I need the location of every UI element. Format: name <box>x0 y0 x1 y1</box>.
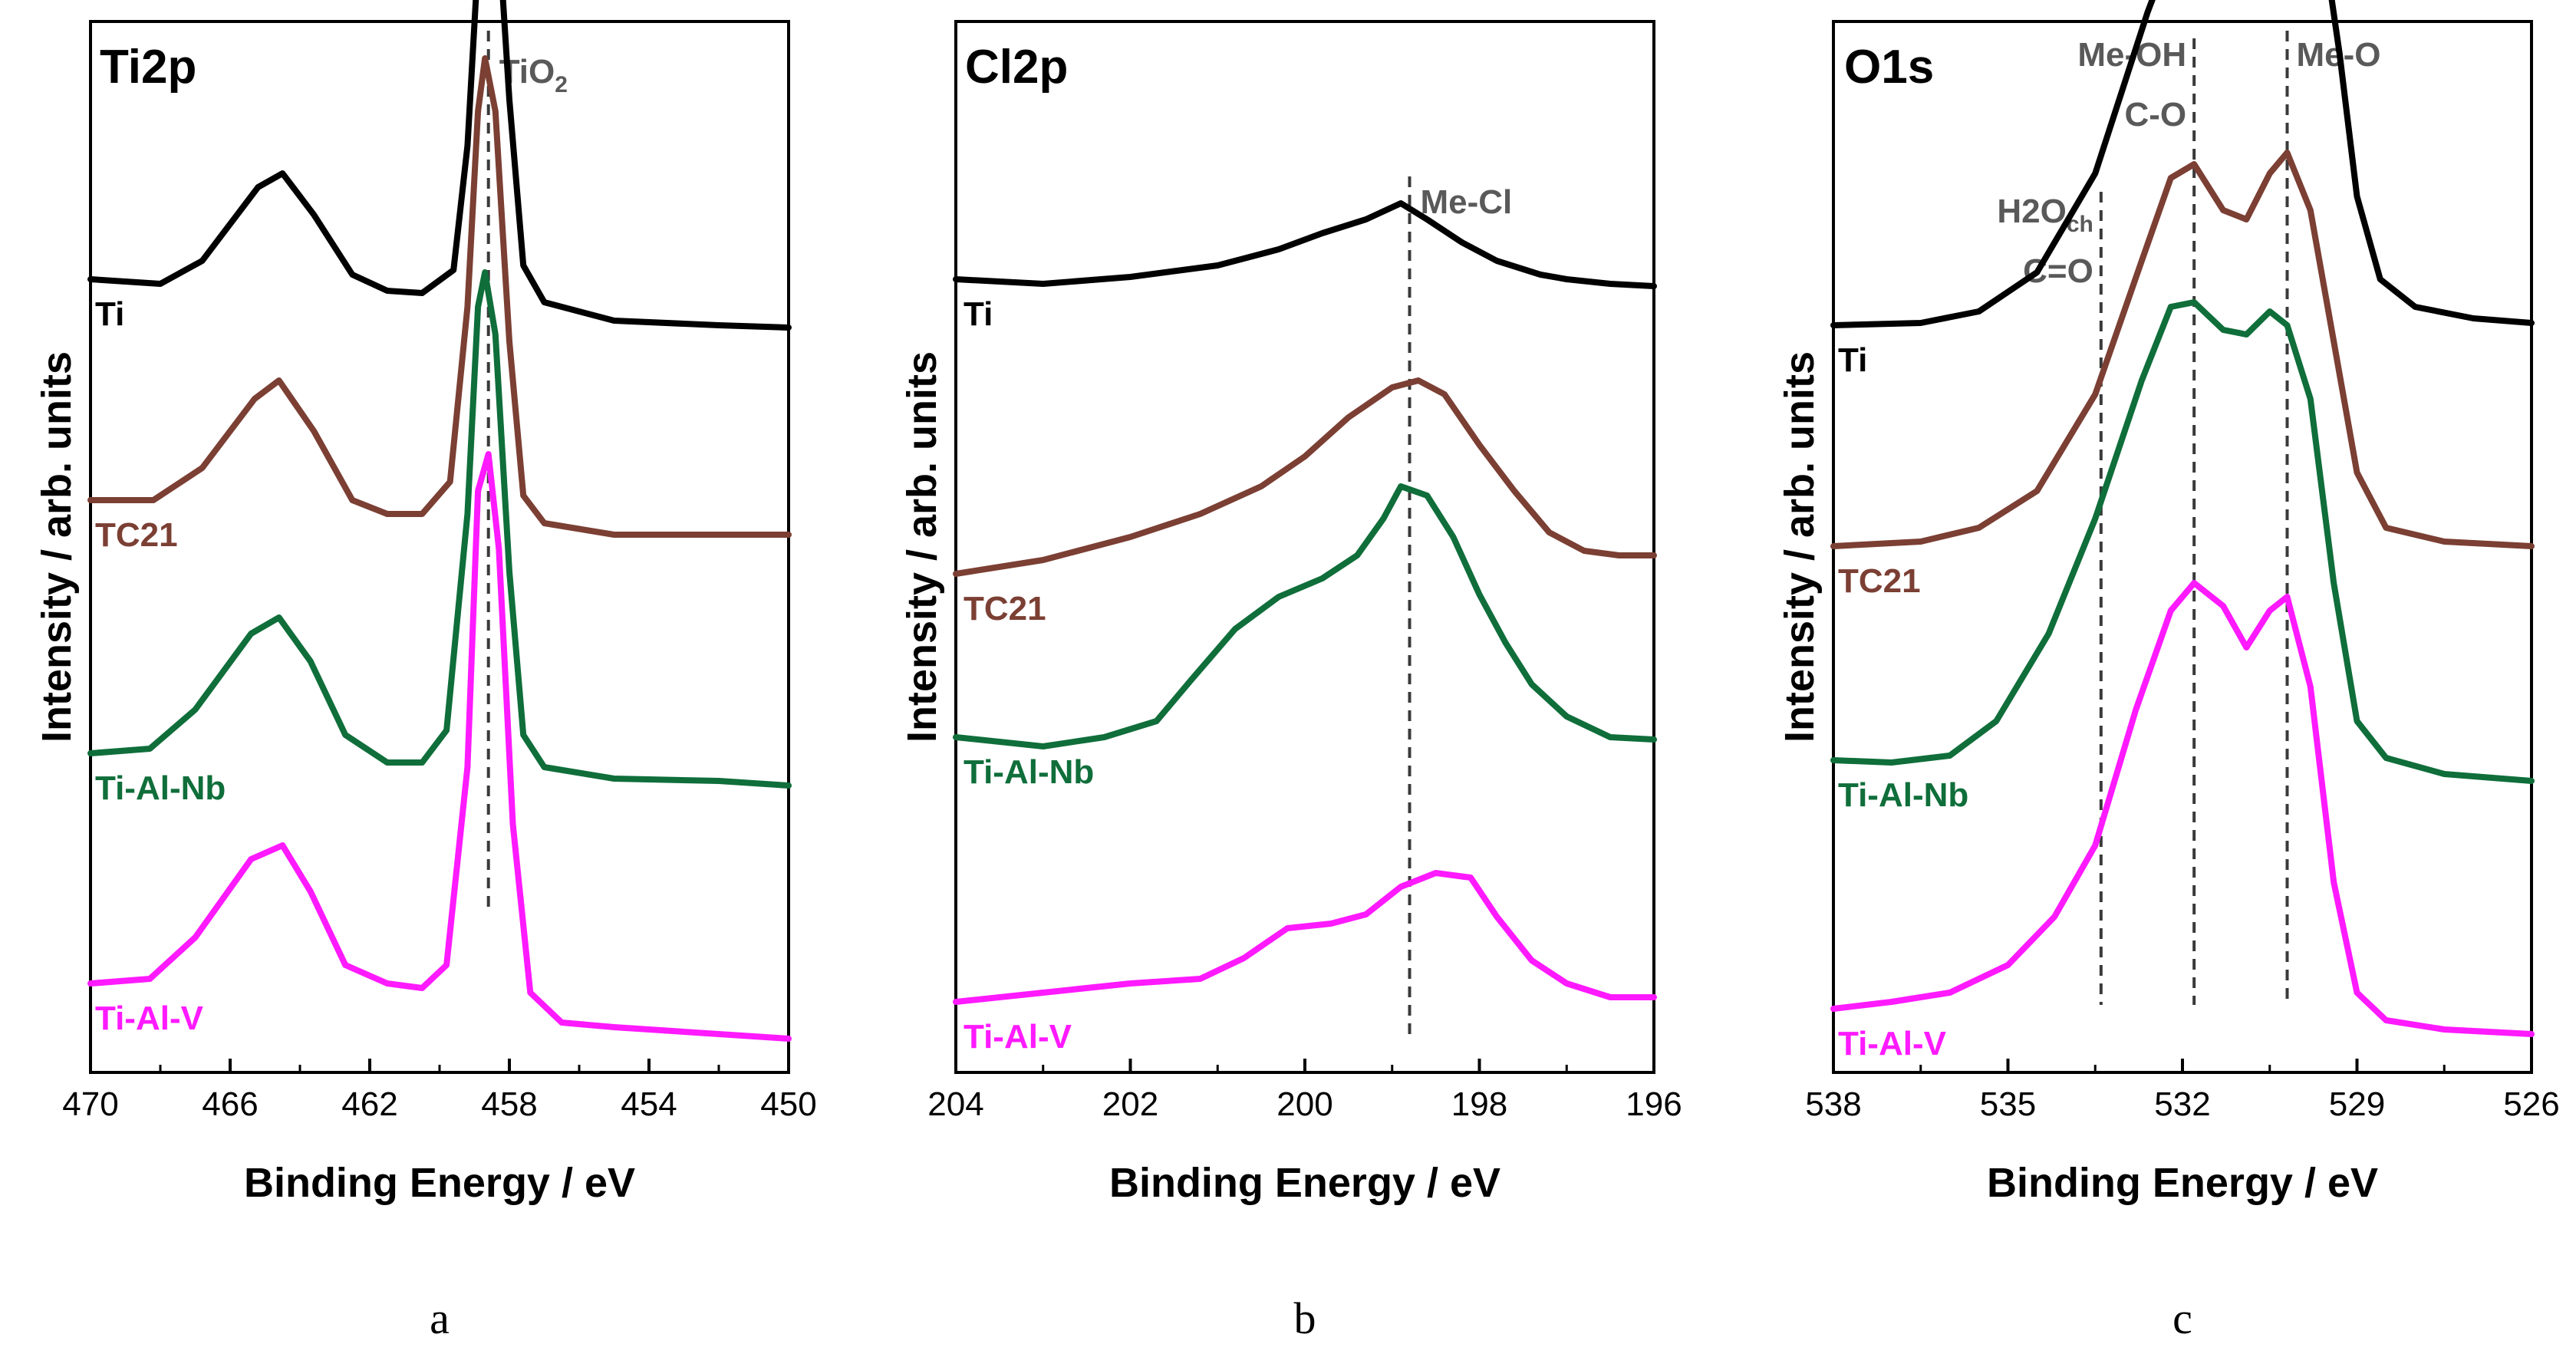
plot-frame <box>89 20 790 1074</box>
series-labels: Ti TC21 Ti-Al-Nb Ti-Al-V <box>95 295 226 1037</box>
spectrum-ti-al-nb <box>87 269 792 789</box>
panel-title: Ti2p <box>100 41 196 94</box>
x-tick-label: 535 <box>1980 1085 2036 1123</box>
series-label-tc21: TC21 <box>1838 562 1921 600</box>
plot-frame <box>1832 20 2533 1074</box>
x-tick-label: 204 <box>927 1085 983 1123</box>
x-tick-label: 529 <box>2329 1085 2385 1123</box>
series-label-ti-al-v: Ti-Al-V <box>964 1018 1072 1056</box>
spectra <box>87 0 792 1042</box>
spectrum-ti-al-nb <box>953 483 1657 749</box>
panel-ti2p: 470 466 462 458 454 450 TiO2 TiTC21Ti-Al-NbTi… <box>34 0 817 1343</box>
spectrum-ti <box>87 0 792 331</box>
spectrum-ti-al-v <box>87 451 792 1042</box>
series-label-ti-al-nb: Ti-Al-Nb <box>1838 776 1968 814</box>
x-tick-label: 198 <box>1451 1085 1507 1123</box>
reference-lines: Me-Cl <box>1408 176 1513 1039</box>
spectrum-tc21 <box>87 55 792 538</box>
y-axis-title: Intensity / arb. units <box>899 351 945 743</box>
series-label-ti: Ti <box>95 295 124 333</box>
series-label-ti: Ti <box>964 295 993 333</box>
x-tick-label: 196 <box>1626 1085 1682 1123</box>
spectrum-ti <box>953 200 1657 289</box>
reference-label: C-O <box>2125 96 2187 133</box>
x-tick-label: 538 <box>1805 1085 1861 1123</box>
x-tick-label: 458 <box>481 1085 537 1123</box>
y-axis-title: Intensity / arb. units <box>34 351 80 743</box>
series-labels: Ti TC21 Ti-Al-Nb Ti-Al-V <box>964 295 1094 1056</box>
series-label-ti-al-nb: Ti-Al-Nb <box>964 753 1094 791</box>
spectra <box>953 200 1657 1005</box>
series-label-ti-al-nb: Ti-Al-Nb <box>95 769 226 807</box>
spectrum-tc21 <box>953 377 1657 577</box>
x-axis-title: Binding Energy / eV <box>1987 1160 2378 1206</box>
spectrum-ti-al-nb <box>1830 299 2535 784</box>
x-ticks: 204 202 200 198 196 <box>927 1059 1682 1123</box>
x-axis-title: Binding Energy / eV <box>244 1160 635 1206</box>
x-tick-label: 450 <box>760 1085 816 1123</box>
panel-title: Cl2p <box>965 41 1068 94</box>
series-label-tc21: TC21 <box>95 516 178 554</box>
series-label-ti-al-v: Ti-Al-V <box>1838 1025 1947 1062</box>
x-tick-label: 466 <box>202 1085 258 1123</box>
reference-label: H2Och <box>1997 193 2093 237</box>
x-tick-label: 526 <box>2503 1085 2559 1123</box>
x-axis-title: Binding Energy / eV <box>1109 1160 1500 1206</box>
x-tick-label: 462 <box>341 1085 397 1123</box>
series-labels: Ti TC21 Ti-Al-Nb Ti-Al-V <box>1838 341 1968 1062</box>
spectra <box>1830 0 2535 1037</box>
x-tick-label: 470 <box>62 1085 118 1123</box>
plot-frame <box>954 20 1655 1074</box>
panel-cl2p: 204 202 200 198 196 Me-Cl Ti TC21 Ti-Al-Nb Ti-A… <box>899 20 1682 1343</box>
spectrum-tc21 <box>1830 150 2535 549</box>
x-tick-label: 200 <box>1276 1085 1332 1123</box>
panel-caption: b <box>1294 1293 1316 1343</box>
panel-caption: c <box>2172 1293 2192 1343</box>
x-ticks: 470 466 462 458 454 450 <box>62 1059 817 1123</box>
spectrum-ti-al-v <box>1830 580 2535 1037</box>
spectrum-ti <box>1830 0 2535 328</box>
series-label-ti: Ti <box>1838 341 1867 379</box>
panel-title: O1s <box>1844 41 1934 94</box>
x-tick-label: 454 <box>621 1085 677 1123</box>
x-tick-label: 202 <box>1102 1085 1158 1123</box>
x-tick-label: 532 <box>2154 1085 2210 1123</box>
reference-label: Me-Cl <box>1421 183 1513 221</box>
y-axis-title: Intensity / arb. units <box>1777 351 1823 743</box>
panel-caption: a <box>430 1293 450 1343</box>
series-label-ti-al-v: Ti-Al-V <box>95 1000 204 1037</box>
series-label-tc21: TC21 <box>964 590 1046 628</box>
x-ticks: 538 535 532 529 526 <box>1805 1059 2560 1123</box>
spectrum-ti-al-v <box>953 870 1657 1005</box>
